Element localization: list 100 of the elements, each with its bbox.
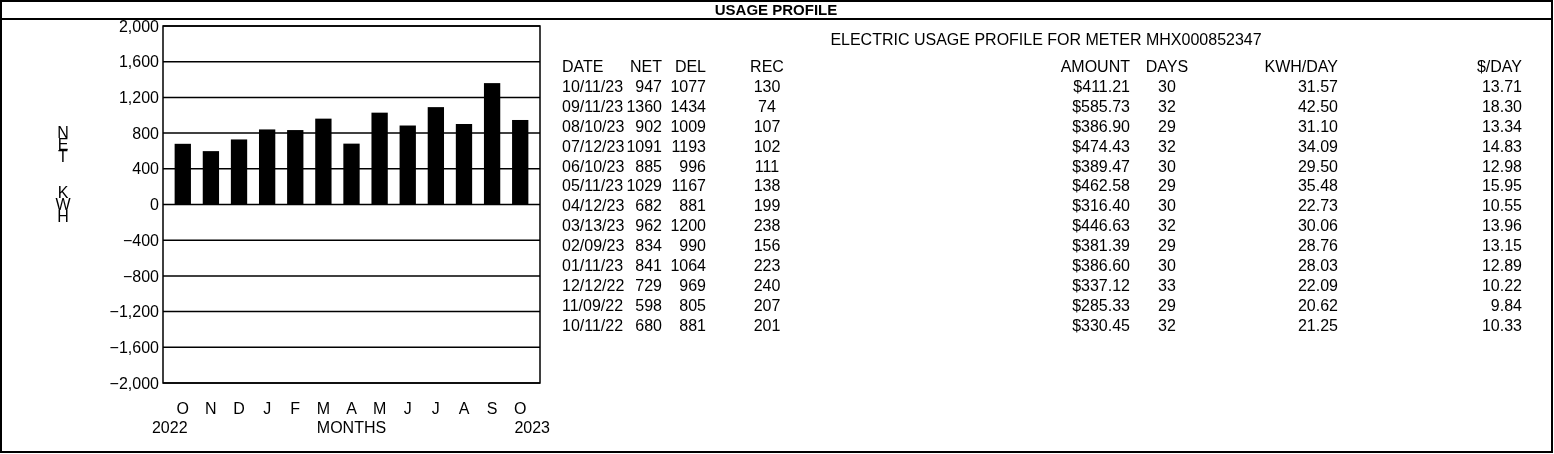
text: 885 xyxy=(635,157,663,175)
text: 1029 xyxy=(626,177,663,195)
text: 35.48 xyxy=(1297,177,1339,195)
text: 22.73 xyxy=(1297,197,1339,215)
text: 01/11/23 xyxy=(562,257,624,274)
text: $/DAY xyxy=(1476,58,1523,75)
text: 199 xyxy=(753,197,781,215)
text: $381.39 xyxy=(1072,237,1131,255)
text: 30 xyxy=(1158,257,1176,274)
text: 29.50 xyxy=(1297,157,1339,175)
text: 1009 xyxy=(670,117,707,135)
text: $585.73 xyxy=(1072,97,1131,115)
text: 30 xyxy=(1158,197,1176,215)
text: 598 xyxy=(635,296,663,314)
y-tick-label: −800 xyxy=(122,267,160,285)
text: 10.55 xyxy=(1481,197,1523,215)
text: 947 xyxy=(635,77,663,95)
text: 805 xyxy=(679,296,707,314)
text: 30 xyxy=(1158,77,1176,95)
text: 111 xyxy=(754,157,780,175)
text: 18.30 xyxy=(1481,97,1523,115)
x-tick-label: M xyxy=(316,400,331,417)
text: 10/11/22 xyxy=(562,316,624,334)
text: 32 xyxy=(1158,217,1176,235)
text: 10.33 xyxy=(1481,316,1523,334)
text: $474.43 xyxy=(1072,137,1131,155)
y-tick-label: 1,200 xyxy=(118,89,160,106)
text: 996 xyxy=(679,157,707,175)
y-tick-label: 400 xyxy=(132,160,160,178)
y-tick-label: 2,000 xyxy=(118,17,160,35)
text: 1064 xyxy=(670,257,707,274)
text: 1167 xyxy=(671,177,707,195)
text: 32 xyxy=(1158,137,1176,155)
text: 1200 xyxy=(670,217,707,235)
text: 13.15 xyxy=(1481,237,1523,255)
y-tick-label: −400 xyxy=(122,231,160,249)
y-tick-label: −1,600 xyxy=(109,338,160,356)
x-tick-label: S xyxy=(486,400,498,417)
text: $462.58 xyxy=(1072,177,1131,195)
x-tick-label: J xyxy=(263,400,272,417)
text: 102 xyxy=(753,137,781,155)
text: 74 xyxy=(758,97,776,115)
text: 156 xyxy=(753,237,781,255)
text: $411.21 xyxy=(1073,77,1131,95)
text: 1193 xyxy=(671,137,707,155)
text: 29 xyxy=(1158,237,1176,255)
text: $446.63 xyxy=(1072,217,1131,235)
text: 138 xyxy=(753,177,781,195)
text: 03/13/23 xyxy=(562,217,625,235)
text: $330.45 xyxy=(1072,316,1131,334)
text: 11/09/22 xyxy=(562,296,624,314)
text: AMOUNT xyxy=(1060,58,1131,75)
text: 28.76 xyxy=(1297,237,1339,255)
text: 20.62 xyxy=(1297,296,1339,314)
text: 12.98 xyxy=(1481,157,1523,175)
text: 29 xyxy=(1158,296,1176,314)
text: 13.34 xyxy=(1481,117,1523,135)
text: 04/12/23 xyxy=(562,197,625,215)
text: 12.89 xyxy=(1481,257,1523,274)
x-tick-label: M xyxy=(372,400,387,417)
text: 240 xyxy=(753,276,781,294)
text: ELECTRIC USAGE PROFILE FOR METER MHX000852347 xyxy=(830,31,1262,48)
text: $389.47 xyxy=(1072,157,1131,175)
text: 28.03 xyxy=(1297,257,1339,274)
text: 32 xyxy=(1158,316,1176,334)
text: 841 xyxy=(635,257,663,274)
text: 729 xyxy=(635,276,663,294)
text: $285.33 xyxy=(1072,296,1131,314)
text: 223 xyxy=(753,257,781,274)
text: REC xyxy=(750,58,784,75)
text: $337.12 xyxy=(1072,276,1131,294)
text: 02/09/23 xyxy=(562,237,625,255)
text: 22.09 xyxy=(1297,276,1339,294)
text: 33 xyxy=(1158,276,1176,294)
text: 29 xyxy=(1158,117,1176,135)
y-axis-title: NET KWH xyxy=(55,124,72,225)
text: 207 xyxy=(753,296,781,314)
text: $386.90 xyxy=(1072,117,1131,135)
text: $386.60 xyxy=(1072,257,1131,274)
text: DATE xyxy=(562,58,604,75)
x-tick-label: N xyxy=(205,400,217,417)
text: DEL xyxy=(674,58,707,75)
text: 42.50 xyxy=(1297,97,1339,115)
y-tick-label: −1,200 xyxy=(109,303,160,321)
text: 31.57 xyxy=(1297,77,1339,95)
x-tick-label: A xyxy=(458,400,470,417)
text: 10.22 xyxy=(1481,276,1523,294)
text: 30 xyxy=(1158,157,1176,175)
text: 238 xyxy=(753,217,781,235)
y-tick-label: 0 xyxy=(150,196,160,214)
x-tick-label: J xyxy=(431,400,440,417)
y-tick-label: 1,600 xyxy=(118,53,160,71)
text: 14.83 xyxy=(1481,137,1523,155)
text: USAGE PROFILE xyxy=(714,1,838,18)
x-tick-label: F xyxy=(290,400,301,417)
text: 05/11/23 xyxy=(562,177,624,195)
text: 130 xyxy=(753,77,781,95)
text: 1360 xyxy=(626,97,663,115)
text: 13.71 xyxy=(1481,77,1523,95)
text: 12/12/22 xyxy=(562,276,625,294)
